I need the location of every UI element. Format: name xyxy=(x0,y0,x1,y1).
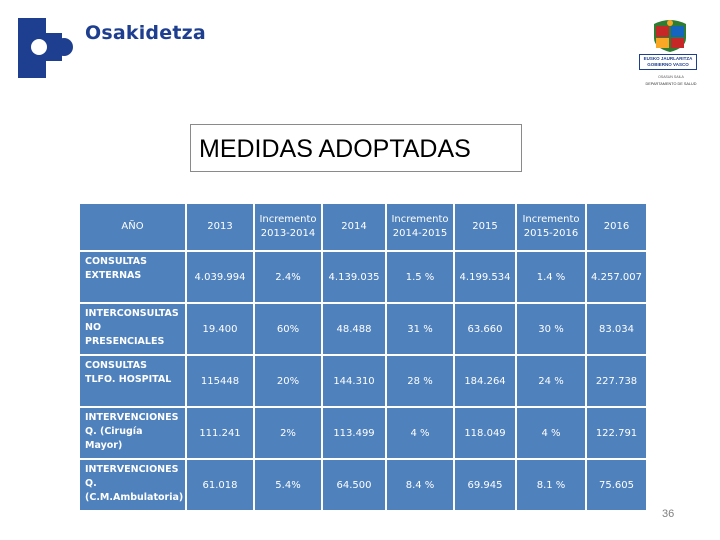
department-line-1: OSASUN SAILA xyxy=(658,75,684,79)
table-cell: 61.018 xyxy=(185,458,255,512)
table-cell: 1.5 % xyxy=(385,250,455,304)
table-cell: 4.199.534 xyxy=(453,250,517,304)
row-label: INTERVENCIONES Q. (C.M.Ambulatoria) xyxy=(78,458,187,512)
table-cell: 63.660 xyxy=(453,302,517,356)
coat-of-arms-icon xyxy=(654,20,686,52)
measures-table: AÑO 2013 Incremento 2013-2014 2014 Incre… xyxy=(78,202,648,512)
header-cell: 2015 xyxy=(453,202,517,252)
table-cell: 20% xyxy=(253,354,323,408)
table-row: CONSULTAS TLFO. HOSPITAL 115448 20% 144.… xyxy=(78,354,648,408)
table-cell: 4 % xyxy=(385,406,455,460)
row-label: INTERCONSULTAS NO PRESENCIALES xyxy=(78,302,187,356)
table-cell: 4 % xyxy=(515,406,587,460)
table-cell: 19.400 xyxy=(185,302,255,356)
table-cell: 4.039.994 xyxy=(185,250,255,304)
table-cell: 111.241 xyxy=(185,406,255,460)
table-cell: 60% xyxy=(253,302,323,356)
row-label: INTERVENCIONES Q. (Cirugía Mayor) xyxy=(78,406,187,460)
table-cell: 1.4 % xyxy=(515,250,587,304)
table-cell: 118.049 xyxy=(453,406,517,460)
table-cell: 28 % xyxy=(385,354,455,408)
header-cell: 2016 xyxy=(585,202,648,252)
table-row: INTERCONSULTAS NO PRESENCIALES 19.400 60… xyxy=(78,302,648,356)
header-cell: Incremento 2013-2014 xyxy=(253,202,323,252)
header-cell: 2014 xyxy=(321,202,387,252)
gobierno-line-1: EUSKO JAURLARITZA xyxy=(643,56,693,61)
gobierno-vasco-logo: EUSKO JAURLARITZA GOBIERNO VASCO OSASUN … xyxy=(636,18,706,98)
department-line-2: DEPARTAMENTO DE SALUD xyxy=(645,82,697,86)
brand-name: Osakidetza xyxy=(85,22,206,44)
table-cell: 69.945 xyxy=(453,458,517,512)
table-cell: 30 % xyxy=(515,302,587,356)
row-label: CONSULTAS EXTERNAS xyxy=(78,250,187,304)
header-cell: Incremento 2015-2016 xyxy=(515,202,587,252)
table-cell: 48.488 xyxy=(321,302,387,356)
osakidetza-logo: Osakidetza xyxy=(18,18,206,78)
table-cell: 4.257.007 xyxy=(585,250,648,304)
table-cell: 122.791 xyxy=(585,406,648,460)
table-cell: 115448 xyxy=(185,354,255,408)
table-cell: 227.738 xyxy=(585,354,648,408)
header-cell: Incremento 2014-2015 xyxy=(385,202,455,252)
slide-title: MEDIDAS ADOPTADAS xyxy=(199,135,471,163)
table-cell: 144.310 xyxy=(321,354,387,408)
table-cell: 184.264 xyxy=(453,354,517,408)
table-cell: 5.4% xyxy=(253,458,323,512)
gobierno-vasco-label-box: EUSKO JAURLARITZA GOBIERNO VASCO xyxy=(639,54,697,70)
table-row: CONSULTAS EXTERNAS 4.039.994 2.4% 4.139.… xyxy=(78,250,648,304)
table-cell: 8.1 % xyxy=(515,458,587,512)
page-number: 36 xyxy=(662,508,675,520)
slide-title-box: MEDIDAS ADOPTADAS xyxy=(190,124,522,172)
table-row: INTERVENCIONES Q. (Cirugía Mayor) 111.24… xyxy=(78,406,648,460)
table-header-row: AÑO 2013 Incremento 2013-2014 2014 Incre… xyxy=(78,202,648,252)
osakidetza-cross-icon xyxy=(18,18,73,78)
row-label: CONSULTAS TLFO. HOSPITAL xyxy=(78,354,187,408)
table-cell: 8.4 % xyxy=(385,458,455,512)
table-cell: 31 % xyxy=(385,302,455,356)
table-cell: 83.034 xyxy=(585,302,648,356)
table-cell: 113.499 xyxy=(321,406,387,460)
gobierno-line-2: GOBIERNO VASCO xyxy=(647,62,689,67)
header-cell: 2013 xyxy=(185,202,255,252)
table-cell: 75.605 xyxy=(585,458,648,512)
table-cell: 2.4% xyxy=(253,250,323,304)
table-cell: 64.500 xyxy=(321,458,387,512)
table-cell: 2% xyxy=(253,406,323,460)
header-cell: AÑO xyxy=(78,202,187,252)
table-row: INTERVENCIONES Q. (C.M.Ambulatoria) 61.0… xyxy=(78,458,648,512)
table-cell: 24 % xyxy=(515,354,587,408)
table-cell: 4.139.035 xyxy=(321,250,387,304)
